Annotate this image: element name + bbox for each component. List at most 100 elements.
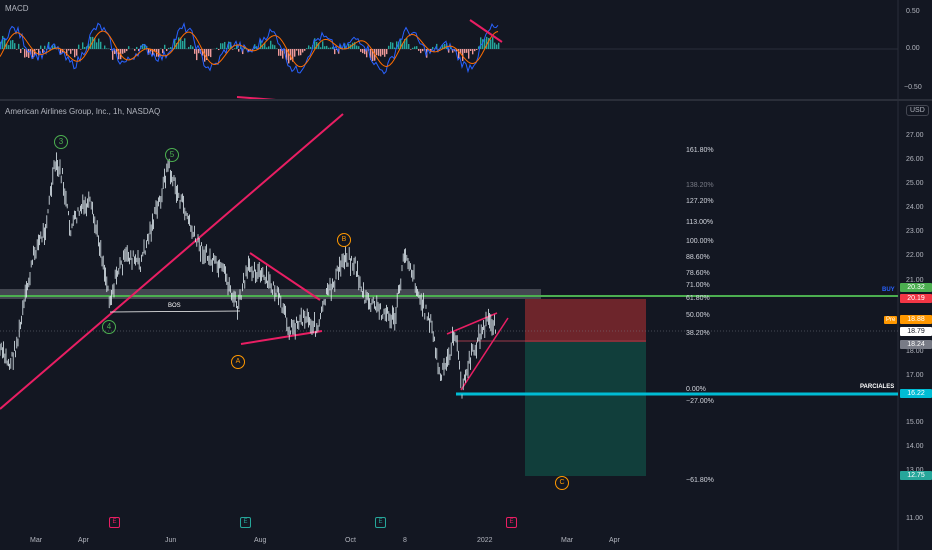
macd-histogram-bar <box>364 49 366 55</box>
macd-histogram-bar <box>232 49 234 50</box>
macd-title: MACD <box>5 4 29 13</box>
macd-axis-label: 0.00 <box>906 45 920 52</box>
fib-level-label: 127.20% <box>686 198 714 205</box>
macd-histogram-bar <box>206 49 208 60</box>
bos-line <box>109 310 241 313</box>
stop-price-tag: 20.19 <box>900 294 932 303</box>
wave-c-label: C <box>555 476 569 490</box>
macd-histogram-bar <box>154 49 156 52</box>
macd-histogram-bar <box>436 43 438 49</box>
macd-histogram-bar <box>70 49 72 54</box>
macd-histogram-bar <box>36 49 38 50</box>
earnings-event-icon[interactable]: E <box>506 517 517 528</box>
macd-histogram-bar <box>76 49 78 56</box>
macd-histogram-bar <box>66 49 68 56</box>
macd-histogram-bar <box>242 49 244 55</box>
macd-histogram-bar <box>480 37 482 49</box>
macd-histogram-bar <box>264 42 266 49</box>
price-axis-label: 15.00 <box>906 419 924 426</box>
macd-histogram-bar <box>174 39 176 49</box>
earnings-event-icon[interactable]: E <box>109 517 120 528</box>
fib-level-label: 38.20% <box>686 330 710 337</box>
macd-histogram-bar <box>444 43 446 49</box>
fib-level-label: 61.80% <box>686 295 710 302</box>
macd-histogram-bar <box>30 49 32 55</box>
macd-histogram-bar <box>396 41 398 49</box>
macd-histogram-bar <box>134 49 136 51</box>
macd-histogram-bar <box>388 45 390 49</box>
macd-histogram-bar <box>14 43 16 49</box>
macd-histogram-bar <box>332 46 334 49</box>
macd-histogram-bar <box>298 49 300 56</box>
macd-histogram-bar <box>458 49 460 59</box>
earnings-event-icon[interactable]: E <box>375 517 386 528</box>
macd-histogram-bar <box>236 45 238 49</box>
symbol-title[interactable]: American Airlines Group, Inc., 1h, NASDA… <box>5 107 161 116</box>
macd-histogram-bar <box>432 46 434 49</box>
macd-histogram-bar <box>492 37 494 49</box>
macd-histogram-bar <box>162 49 164 54</box>
macd-histogram-bar <box>290 49 292 61</box>
macd-histogram-bar <box>188 46 190 49</box>
macd-histogram-bar <box>268 46 270 49</box>
macd-histogram-bar <box>26 49 28 57</box>
macd-histogram-bar <box>412 47 414 49</box>
macd-histogram-bar <box>334 49 336 55</box>
macd-histogram-bar <box>20 49 22 53</box>
price-axis-label: 18.00 <box>906 348 924 355</box>
macd-histogram-bar <box>148 49 150 55</box>
macd-histogram-bar <box>300 49 302 56</box>
macd-histogram-bar <box>366 49 368 58</box>
macd-histogram-bar <box>308 45 310 49</box>
macd-histogram-bar <box>322 41 324 49</box>
macd-histogram-bar <box>176 42 178 49</box>
macd-histogram-bar <box>378 49 380 56</box>
macd-histogram-bar <box>448 49 450 53</box>
fib-level-label: −27.00% <box>686 398 714 405</box>
macd-histogram-bar <box>112 49 114 60</box>
macd-histogram-bar <box>24 49 26 58</box>
macd-histogram-bar <box>54 44 56 49</box>
resistance-zone <box>0 289 541 299</box>
macd-histogram-bar <box>82 42 84 49</box>
macd-histogram-bar <box>2 35 4 49</box>
price-axis-label: 13.00 <box>906 467 924 474</box>
macd-histogram-bar <box>260 39 262 49</box>
macd-histogram-bar <box>304 49 306 51</box>
macd-histogram-bar <box>84 46 86 49</box>
price-axis-label: 27.00 <box>906 132 924 139</box>
macd-histogram-bar <box>150 49 152 52</box>
macd-histogram-bar <box>42 49 44 53</box>
macd-histogram-bar <box>6 43 8 49</box>
macd-histogram-bar <box>196 49 198 61</box>
macd-histogram-bar <box>320 47 322 49</box>
macd-histogram-bar <box>238 49 240 52</box>
macd-histogram-bar <box>354 42 356 49</box>
buy-label: BUY <box>882 287 895 293</box>
macd-axis-label: −0.50 <box>904 84 922 91</box>
macd-histogram-bar <box>372 49 374 62</box>
macd-histogram-bar <box>318 42 320 49</box>
macd-histogram-bar <box>68 49 70 51</box>
macd-histogram-bar <box>218 49 220 51</box>
macd-histogram-bar <box>94 37 96 49</box>
macd-histogram-bar <box>422 49 424 52</box>
pre-market-price-tag: 18.88 <box>900 315 932 324</box>
macd-histogram-bar <box>488 37 490 49</box>
macd-histogram-bar <box>450 46 452 49</box>
currency-button[interactable]: USD <box>906 105 929 116</box>
macd-histogram-bar <box>360 49 362 52</box>
macd-histogram-bar <box>92 36 94 49</box>
macd-histogram-bar <box>470 49 472 52</box>
macd-histogram-bar <box>248 49 250 52</box>
macd-histogram-bar <box>314 38 316 49</box>
fib-level-label: 100.00% <box>686 238 714 245</box>
macd-histogram-bar <box>460 49 462 54</box>
macd-histogram-bar <box>478 46 480 49</box>
macd-histogram-bar <box>220 43 222 49</box>
macd-histogram-bar <box>466 49 468 53</box>
macd-histogram-bar <box>164 44 166 49</box>
macd-histogram-bar <box>88 43 90 49</box>
earnings-event-icon[interactable]: E <box>240 517 251 528</box>
